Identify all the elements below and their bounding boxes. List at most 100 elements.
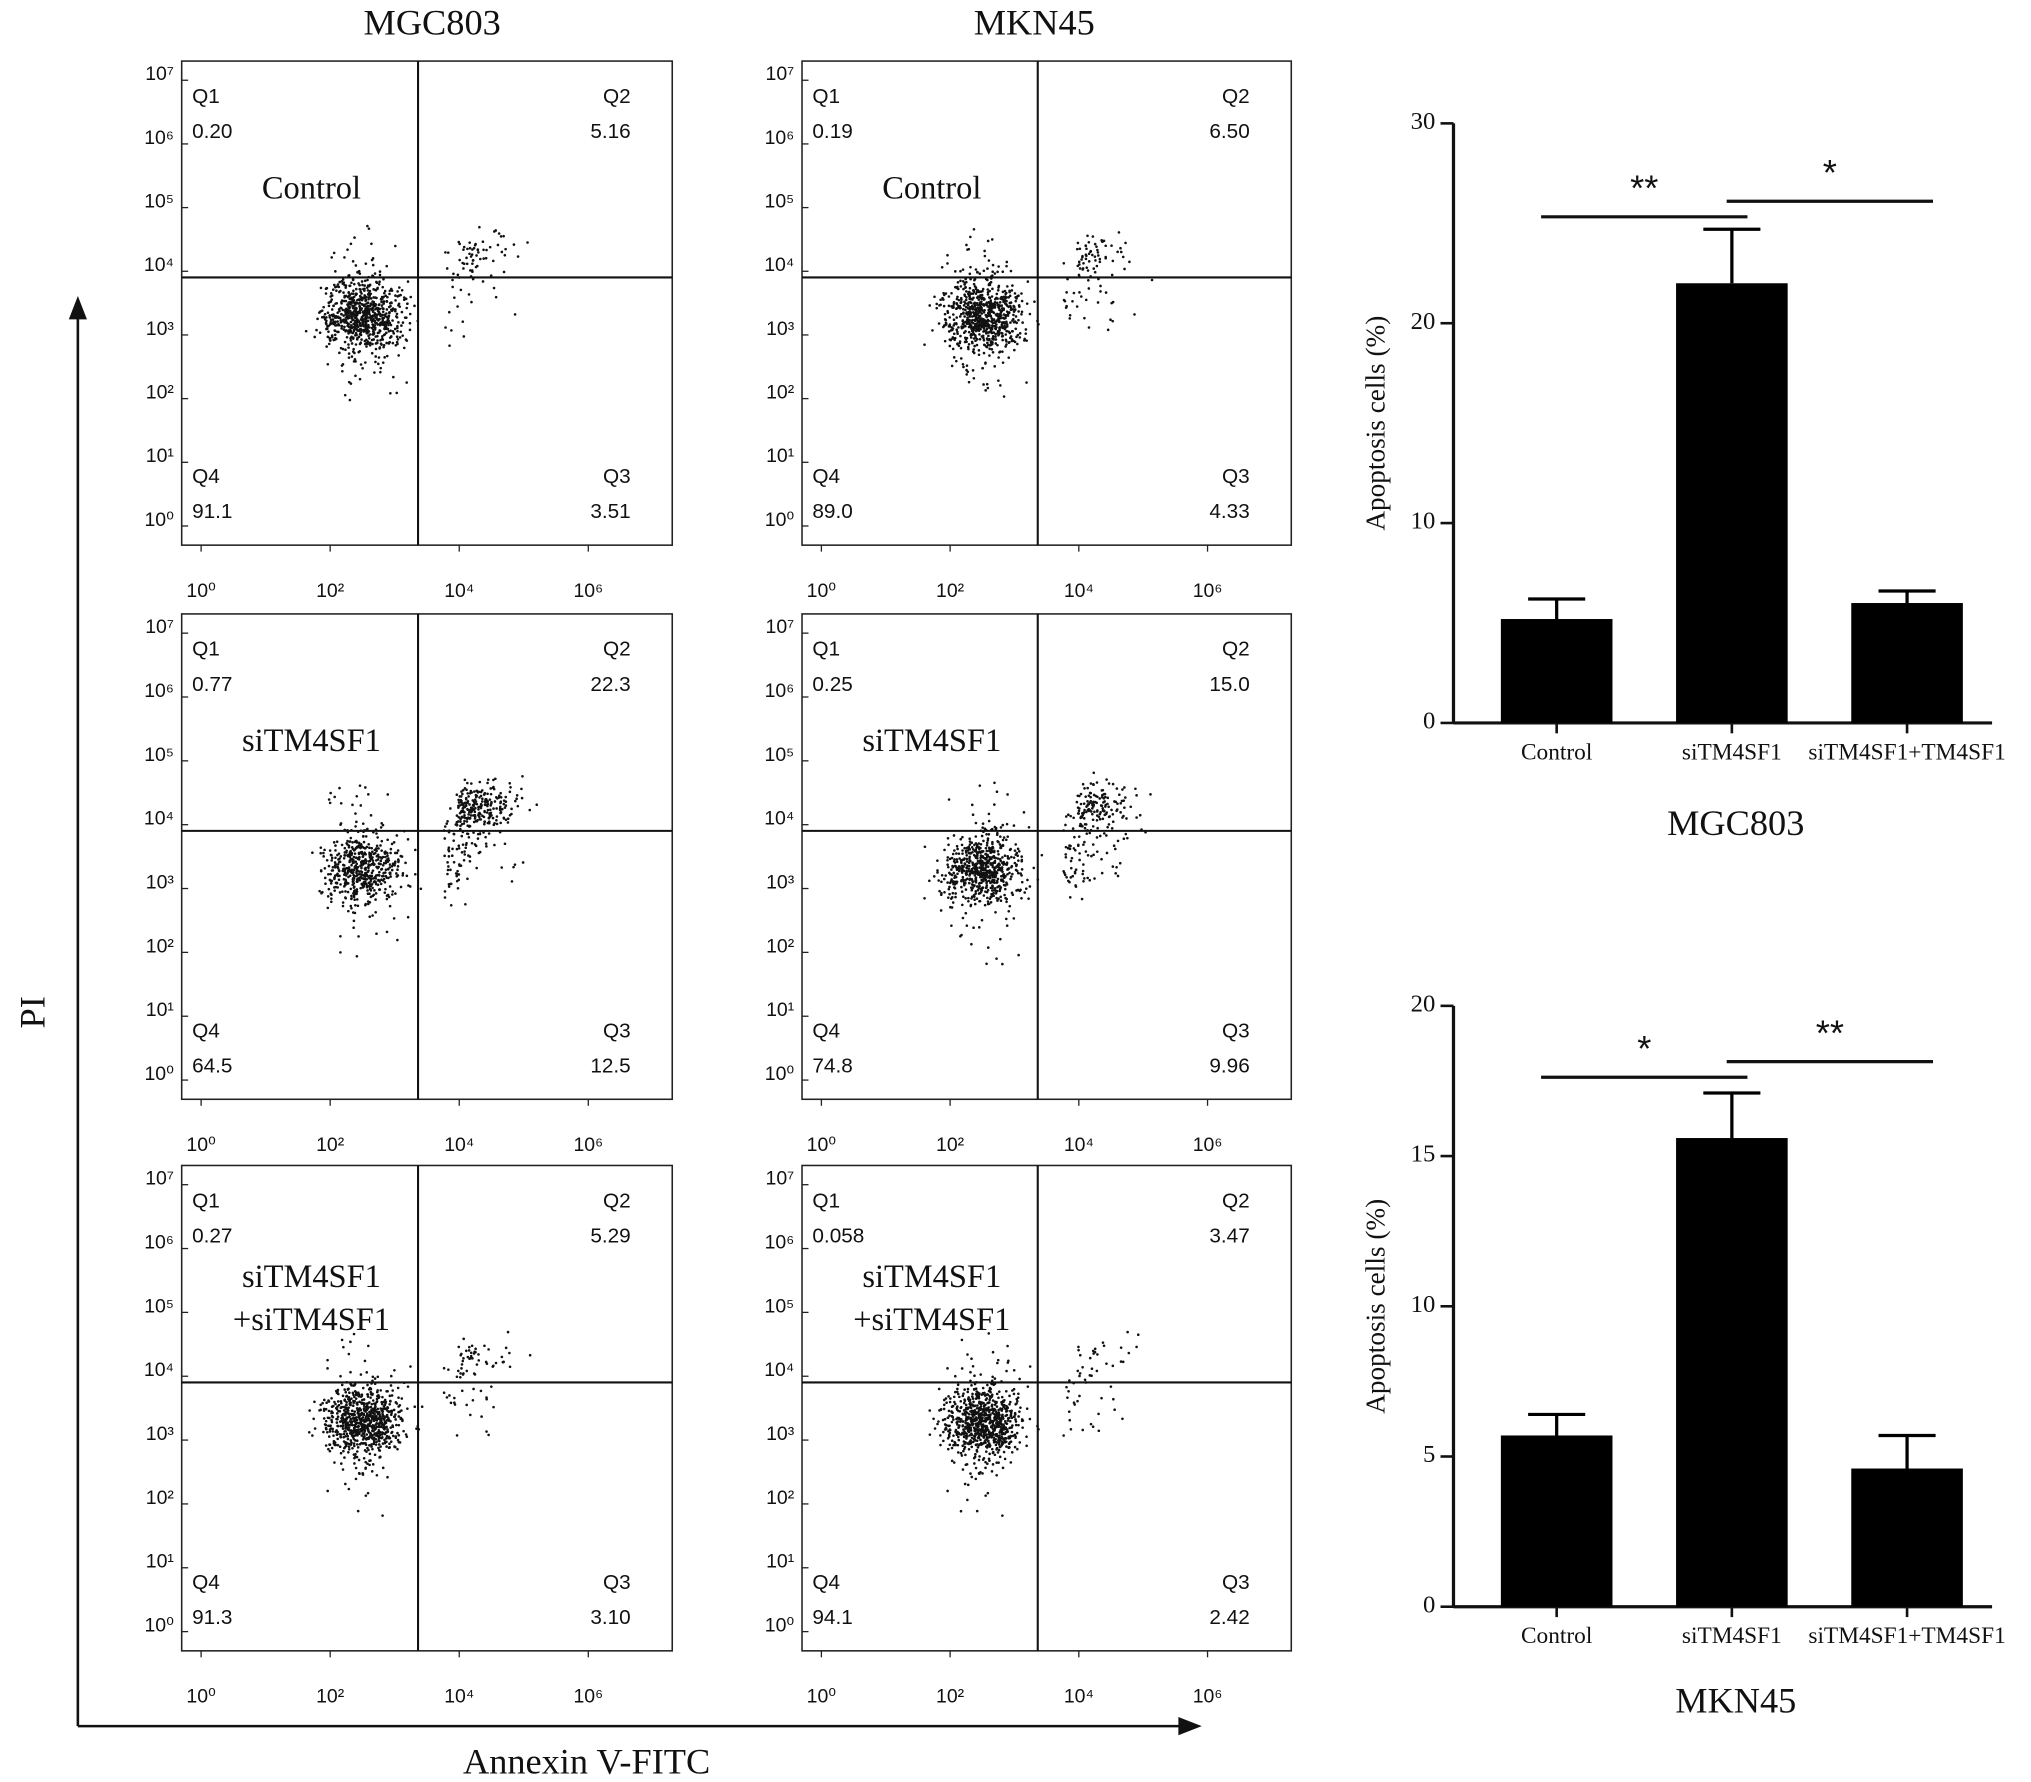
event-dot bbox=[959, 279, 962, 283]
event-dot bbox=[363, 1436, 366, 1440]
event-dot bbox=[368, 341, 372, 345]
event-dot bbox=[363, 342, 367, 346]
event-dot bbox=[388, 1394, 392, 1398]
event-dot bbox=[461, 843, 465, 846]
event-dot bbox=[1081, 1428, 1085, 1432]
event-dot bbox=[980, 878, 983, 882]
event-dot bbox=[467, 810, 471, 814]
event-dot bbox=[1076, 264, 1080, 268]
event-dot bbox=[937, 1387, 941, 1391]
event-dot bbox=[459, 820, 462, 823]
y-tick-label: 10⁵ bbox=[765, 744, 795, 766]
event-dot bbox=[365, 345, 368, 348]
quadrant-value: 0.27 bbox=[192, 1224, 232, 1247]
event-dot bbox=[323, 866, 327, 870]
event-dot bbox=[338, 290, 341, 294]
event-dot bbox=[361, 321, 364, 325]
event-dot bbox=[352, 926, 355, 930]
event-dot bbox=[468, 241, 471, 244]
event-dot bbox=[328, 323, 332, 326]
event-dot bbox=[486, 778, 490, 781]
event-dot bbox=[492, 823, 496, 827]
event-dot bbox=[996, 899, 999, 902]
event-dot bbox=[367, 316, 371, 319]
event-dot bbox=[468, 791, 472, 795]
event-dot bbox=[357, 870, 361, 873]
event-dot bbox=[990, 238, 994, 241]
event-dot bbox=[351, 876, 355, 880]
event-dot bbox=[322, 305, 325, 309]
event-dot bbox=[342, 856, 346, 860]
event-dot bbox=[1099, 284, 1102, 288]
event-dot bbox=[344, 299, 348, 303]
event-dot bbox=[1086, 269, 1090, 272]
event-dot bbox=[367, 860, 371, 863]
event-dot bbox=[1026, 280, 1030, 283]
event-dot bbox=[1001, 962, 1004, 966]
event-dot bbox=[362, 1413, 366, 1417]
event-dot bbox=[986, 341, 989, 345]
event-dot bbox=[389, 1440, 393, 1443]
event-dot bbox=[381, 1412, 384, 1415]
y-tick-label: 10⁰ bbox=[765, 1063, 795, 1085]
event-dot bbox=[360, 852, 364, 855]
event-dot bbox=[373, 1453, 377, 1457]
event-dot bbox=[413, 872, 417, 876]
event-dot bbox=[455, 879, 459, 883]
event-dot bbox=[943, 848, 946, 852]
event-dot bbox=[1114, 800, 1117, 804]
event-dot bbox=[381, 317, 384, 320]
event-dot bbox=[1101, 817, 1105, 821]
event-dot bbox=[1090, 854, 1093, 858]
event-dot bbox=[366, 1462, 369, 1466]
event-dot bbox=[342, 864, 346, 867]
event-dot bbox=[984, 313, 988, 317]
event-dot bbox=[1068, 880, 1071, 884]
event-dot bbox=[465, 1369, 469, 1373]
event-dot bbox=[1149, 793, 1152, 796]
event-dot bbox=[327, 330, 330, 333]
event-dot bbox=[479, 257, 482, 261]
event-dot bbox=[958, 1420, 962, 1423]
event-dot bbox=[962, 895, 965, 899]
event-dot bbox=[324, 882, 327, 886]
event-dot bbox=[339, 1374, 342, 1378]
event-dot bbox=[1005, 1445, 1008, 1448]
event-dot bbox=[322, 315, 326, 319]
y-tick-label: 10⁰ bbox=[144, 1063, 174, 1085]
event-dot bbox=[374, 347, 378, 351]
y-tick-label: 10⁵ bbox=[144, 744, 174, 766]
event-dot bbox=[387, 895, 391, 899]
event-dot bbox=[448, 344, 451, 347]
event-dot bbox=[975, 343, 979, 347]
event-dot bbox=[360, 338, 363, 341]
event-dot bbox=[1089, 810, 1093, 813]
event-dot bbox=[982, 329, 986, 333]
event-dot bbox=[965, 243, 968, 247]
event-dot bbox=[375, 1440, 378, 1444]
event-dot bbox=[948, 316, 952, 319]
event-dot bbox=[995, 865, 998, 868]
event-dot bbox=[370, 877, 373, 880]
event-dot bbox=[1070, 856, 1074, 860]
event-dot bbox=[378, 307, 382, 311]
event-dot bbox=[1150, 278, 1154, 282]
event-dot bbox=[353, 1399, 357, 1403]
event-dot bbox=[475, 789, 479, 793]
event-dot bbox=[991, 270, 994, 274]
event-dot bbox=[962, 883, 966, 887]
event-dot bbox=[984, 389, 987, 392]
event-dot bbox=[1013, 348, 1016, 352]
event-dot bbox=[456, 305, 459, 308]
event-dot bbox=[457, 801, 461, 804]
event-dot bbox=[380, 1402, 384, 1406]
event-dot bbox=[1116, 250, 1119, 254]
event-dot bbox=[357, 858, 361, 861]
event-dot bbox=[959, 312, 963, 316]
event-dot bbox=[986, 876, 990, 879]
event-dot bbox=[499, 796, 503, 799]
event-dot bbox=[953, 874, 957, 877]
event-dot bbox=[324, 292, 328, 295]
event-dot bbox=[371, 257, 375, 260]
event-dot bbox=[944, 318, 948, 322]
